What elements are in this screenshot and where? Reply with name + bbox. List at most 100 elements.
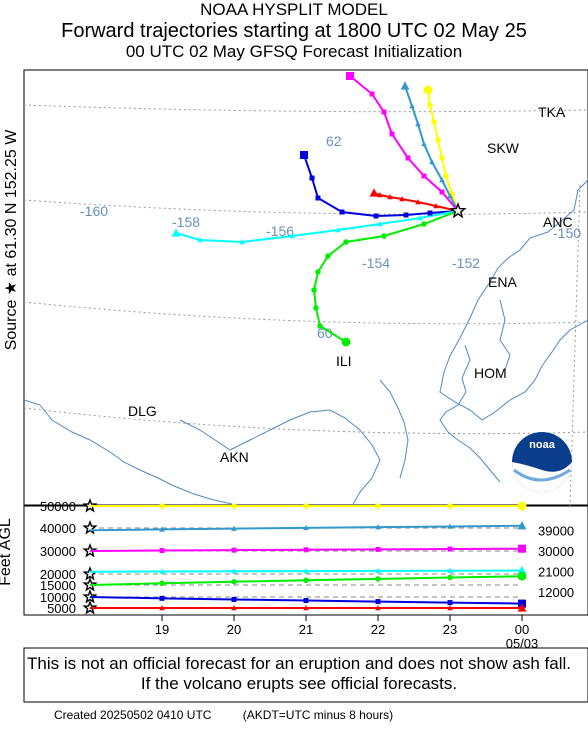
grid-label: -160: [80, 203, 108, 219]
map-point: [439, 177, 445, 183]
map-point: [399, 196, 405, 202]
height-point: [159, 595, 165, 601]
y-tick-label: 15000: [40, 578, 76, 593]
map-point: [381, 109, 387, 115]
map-point: [403, 212, 409, 218]
y-tick-label: 40000: [40, 521, 76, 536]
right-height-label: 21000: [538, 565, 574, 580]
height-point: [517, 571, 527, 581]
traj-steelblue: [404, 85, 459, 212]
map-point: [377, 192, 383, 198]
map-point: [343, 239, 349, 245]
grid-label: -154: [362, 255, 390, 271]
y-axis-label: Feet AGL: [0, 518, 14, 586]
created-timestamp: Created 20250502 0410 UTC: [54, 708, 212, 722]
place-label: DLG: [128, 403, 157, 419]
grid-labels: 62 -160 -158 -156 -154 -152 -150 60: [80, 133, 581, 341]
map-point: [439, 189, 445, 195]
map-point: [417, 215, 423, 221]
height-point: [303, 547, 309, 553]
map-point: [377, 221, 383, 227]
map-point: [341, 337, 351, 347]
right-height-label: 30000: [538, 544, 574, 559]
height-point: [303, 598, 309, 604]
height-point: [231, 596, 237, 602]
height-point: [447, 600, 453, 606]
traj-green: [312, 210, 459, 343]
chart-subtitle: 00 UTC 02 May GFSQ Forecast Initializati…: [125, 42, 463, 61]
height-point: [303, 503, 309, 509]
coast-bristol: [23, 399, 233, 505]
map-point: [315, 269, 321, 275]
map-trajectories: [175, 75, 459, 343]
map-point: [427, 210, 433, 216]
lat-lon-grid: [23, 104, 588, 507]
height-point: [303, 568, 309, 574]
map-point: [409, 103, 415, 109]
map-point: [400, 81, 410, 90]
height-point: [303, 605, 309, 611]
height-point: [375, 546, 381, 552]
grid-label: -150: [553, 225, 581, 241]
x-tick-label: 20: [227, 622, 241, 637]
height-point: [447, 546, 453, 552]
map-point: [421, 173, 427, 179]
map-point: [346, 72, 354, 80]
coastline: [23, 179, 588, 507]
chart-title: Forward trajectories starting at 1800 UT…: [61, 20, 527, 42]
map-point: [197, 237, 203, 243]
height-point: [447, 523, 453, 529]
grid-label: -158: [172, 214, 200, 230]
x-date-label: 05/03: [506, 636, 539, 651]
y-tick-label: 10000: [40, 590, 76, 605]
x-tick-label: 21: [299, 622, 313, 637]
height-point: [159, 605, 165, 611]
traj-blue: [303, 154, 459, 218]
map-point: [369, 91, 375, 97]
height-point: [159, 548, 165, 554]
height-point: [159, 526, 165, 532]
height-point: [375, 599, 381, 605]
grid-label: 62: [326, 133, 342, 149]
map-point: [427, 102, 433, 108]
coast-kenai: [439, 344, 501, 483]
height-point: [518, 544, 526, 553]
map-markers: [171, 72, 467, 347]
disclaimer-text: This is not an official forecast for an …: [27, 654, 571, 693]
height-point: [159, 580, 165, 586]
height-point: [303, 524, 309, 531]
grid-label: 60: [317, 325, 333, 341]
place-label: HOM: [474, 365, 507, 381]
y-tick-label: 30000: [40, 544, 76, 559]
height-point: [231, 503, 237, 509]
map-point: [415, 121, 421, 127]
place-label: ENA: [488, 274, 517, 290]
height-point: [447, 605, 453, 611]
grid-lat-61: [23, 199, 588, 215]
height-point: [517, 521, 527, 530]
grid-label: -152: [452, 255, 480, 271]
height-point: [303, 577, 309, 584]
grid-lon-150: [569, 184, 581, 507]
map-point: [429, 159, 435, 165]
height-point: [517, 501, 527, 511]
height-source-star: [82, 520, 98, 535]
height-point: [231, 547, 237, 553]
coast-cook-inlet: [499, 299, 511, 371]
right-height-label: 12000: [538, 585, 574, 600]
map-point: [447, 193, 453, 199]
grid-label: -156: [266, 223, 294, 239]
footer: Created 20250502 0410 UTC (AKDT=UTC minu…: [54, 708, 421, 722]
place-label: AKN: [220, 449, 249, 465]
traj-cyan: [175, 210, 459, 244]
map-point: [443, 173, 449, 179]
map-point: [300, 151, 308, 159]
disclaimer-frame: [23, 647, 588, 703]
height-point: [375, 576, 381, 582]
map-point: [315, 195, 321, 201]
map-point: [387, 194, 393, 200]
place-label: SKW: [487, 140, 520, 156]
map-point: [239, 239, 245, 245]
